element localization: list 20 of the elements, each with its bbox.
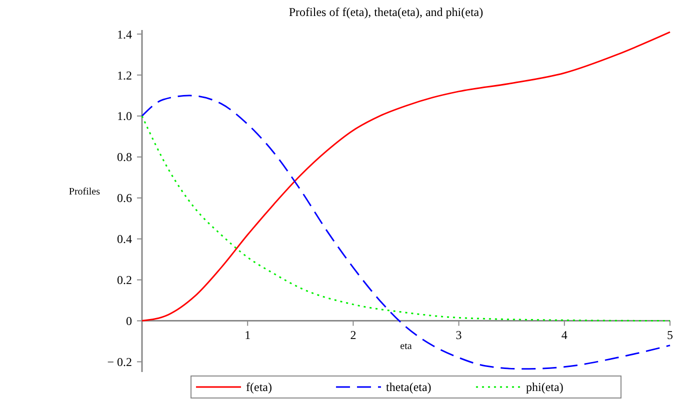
y-tick-label: 1.2 bbox=[117, 68, 132, 82]
legend-label: f(eta) bbox=[246, 380, 272, 394]
y-tick-label: 0.6 bbox=[117, 191, 132, 206]
x-axis-title: eta bbox=[400, 340, 412, 352]
y-tick-label: 1.0 bbox=[117, 109, 132, 124]
x-tick-label: 3 bbox=[456, 328, 462, 342]
y-tick-label: 0.8 bbox=[117, 150, 132, 164]
legend-label: theta(eta) bbox=[386, 380, 432, 394]
y-tick-label: − 0.2 bbox=[107, 354, 132, 369]
x-tick-label: 5 bbox=[667, 328, 673, 342]
x-tick-label: 2 bbox=[350, 328, 356, 342]
y-tick-label: 0.2 bbox=[117, 273, 132, 288]
y-tick-label: 0.4 bbox=[117, 232, 132, 246]
y-axis-title: Profiles bbox=[68, 186, 100, 198]
x-tick-label: 4 bbox=[561, 328, 568, 342]
legend-label: phi(eta) bbox=[526, 380, 564, 394]
chart-title: Profiles of f(eta), theta(eta), and phi(eta) bbox=[288, 5, 484, 19]
y-tick-label: 1.4 bbox=[117, 27, 132, 42]
y-tick-label: 0 bbox=[126, 314, 132, 328]
x-tick-label: 1 bbox=[244, 328, 251, 342]
